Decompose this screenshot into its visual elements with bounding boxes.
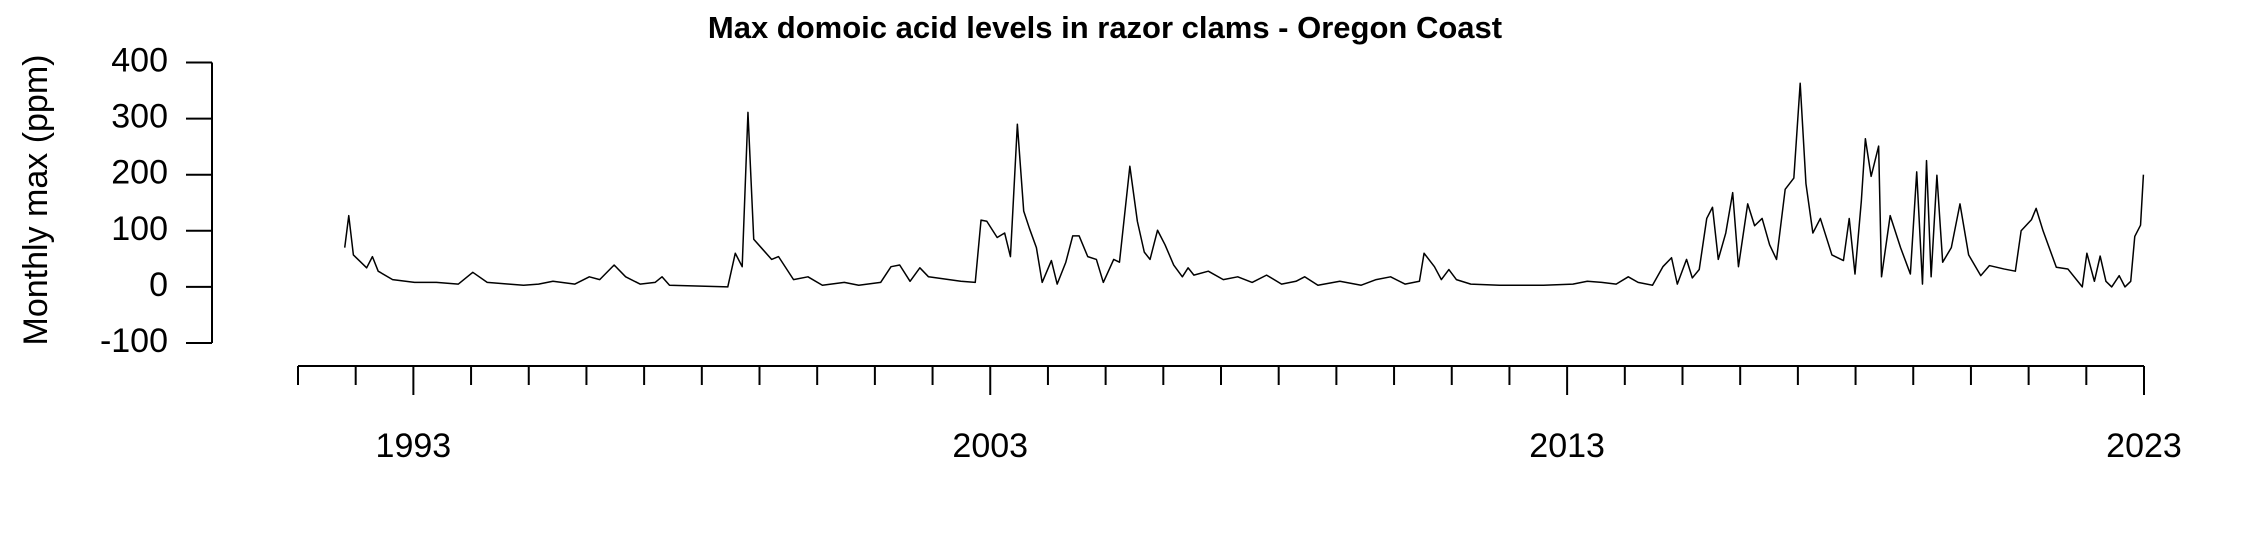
y-tick-label: -100 — [100, 322, 168, 360]
y-tick-label: 0 — [149, 266, 168, 304]
y-tick-label: 400 — [111, 41, 168, 79]
x-tick-label: 1993 — [376, 427, 452, 465]
data-line — [343, 82, 2145, 288]
x-tick-label: 2013 — [1529, 427, 1605, 465]
x-tick-label: 2003 — [952, 427, 1028, 465]
y-axis-label: Monthly max (ppm) — [17, 55, 55, 346]
y-tick-label: 200 — [111, 154, 168, 192]
y-tick-label: 300 — [111, 98, 168, 136]
y-tick-label: 100 — [111, 210, 168, 248]
x-tick-label: 2023 — [2106, 427, 2182, 465]
chart-title: Max domoic acid levels in razor clams - … — [708, 10, 1502, 45]
